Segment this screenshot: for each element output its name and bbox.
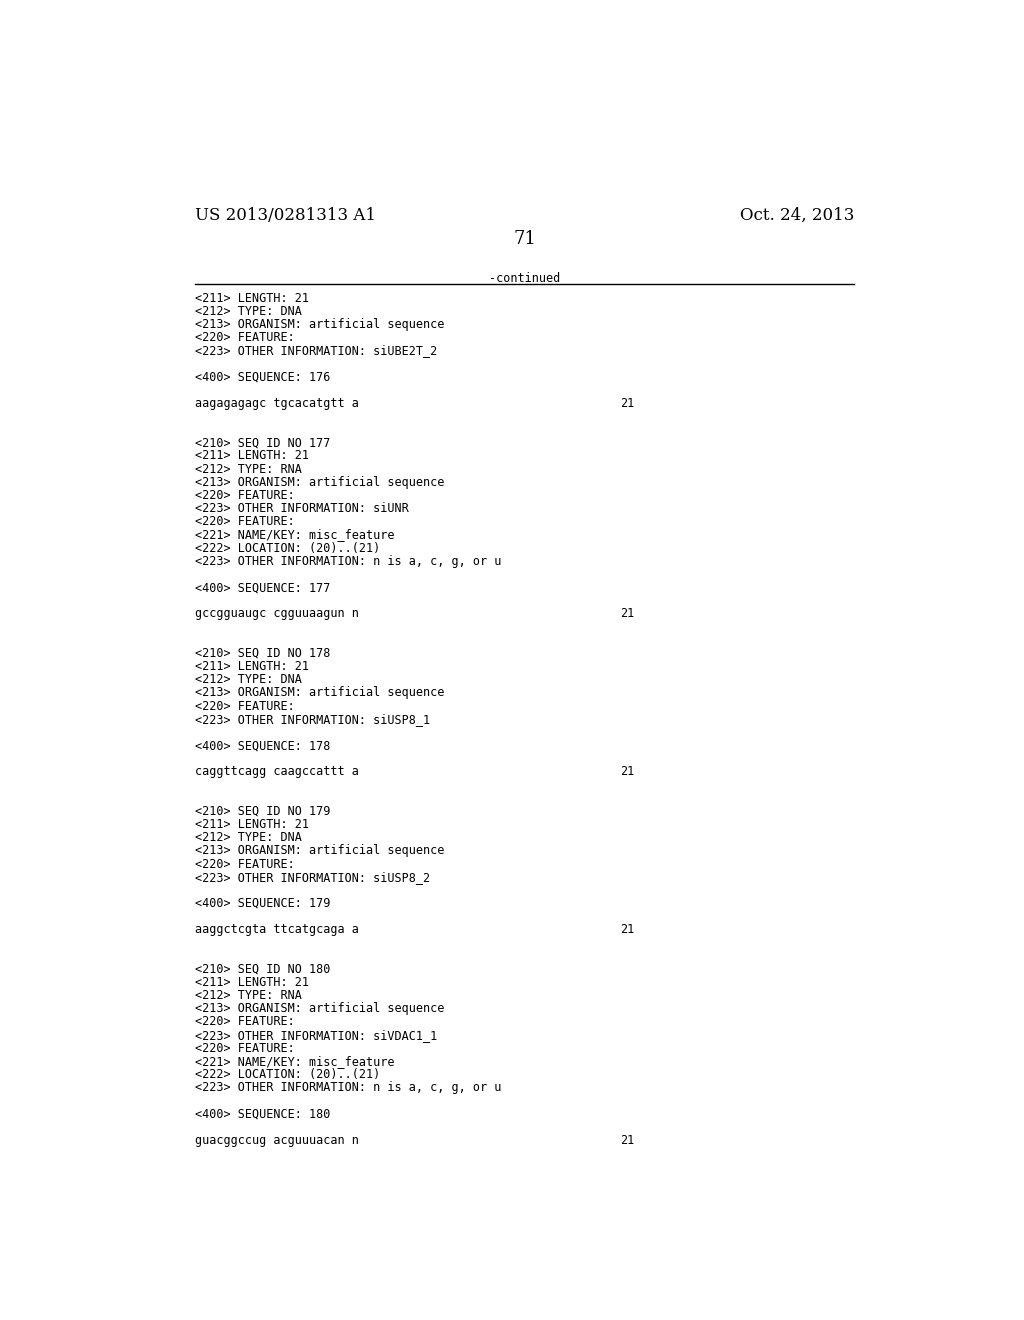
Text: <210> SEQ ID NO 180: <210> SEQ ID NO 180 [196, 962, 331, 975]
Text: <220> FEATURE:: <220> FEATURE: [196, 331, 295, 345]
Text: <400> SEQUENCE: 179: <400> SEQUENCE: 179 [196, 898, 331, 909]
Text: <223> OTHER INFORMATION: n is a, c, g, or u: <223> OTHER INFORMATION: n is a, c, g, o… [196, 1081, 502, 1094]
Text: <212> TYPE: RNA: <212> TYPE: RNA [196, 989, 302, 1002]
Text: aaggctcgta ttcatgcaga a: aaggctcgta ttcatgcaga a [196, 924, 359, 936]
Text: <222> LOCATION: (20)..(21): <222> LOCATION: (20)..(21) [196, 1068, 381, 1081]
Text: <213> ORGANISM: artificial sequence: <213> ORGANISM: artificial sequence [196, 845, 444, 858]
Text: <223> OTHER INFORMATION: siVDAC1_1: <223> OTHER INFORMATION: siVDAC1_1 [196, 1028, 437, 1041]
Text: gccgguaugc cgguuaagun n: gccgguaugc cgguuaagun n [196, 607, 359, 620]
Text: <211> LENGTH: 21: <211> LENGTH: 21 [196, 660, 309, 673]
Text: <210> SEQ ID NO 179: <210> SEQ ID NO 179 [196, 805, 331, 818]
Text: 21: 21 [620, 766, 634, 779]
Text: <213> ORGANISM: artificial sequence: <213> ORGANISM: artificial sequence [196, 686, 444, 700]
Text: <221> NAME/KEY: misc_feature: <221> NAME/KEY: misc_feature [196, 528, 395, 541]
Text: <223> OTHER INFORMATION: siUSP8_2: <223> OTHER INFORMATION: siUSP8_2 [196, 871, 430, 883]
Text: <223> OTHER INFORMATION: siUNR: <223> OTHER INFORMATION: siUNR [196, 502, 410, 515]
Text: guacggccug acguuuacan n: guacggccug acguuuacan n [196, 1134, 359, 1147]
Text: <223> OTHER INFORMATION: siUSP8_1: <223> OTHER INFORMATION: siUSP8_1 [196, 713, 430, 726]
Text: <223> OTHER INFORMATION: n is a, c, g, or u: <223> OTHER INFORMATION: n is a, c, g, o… [196, 554, 502, 568]
Text: <212> TYPE: DNA: <212> TYPE: DNA [196, 673, 302, 686]
Text: <400> SEQUENCE: 176: <400> SEQUENCE: 176 [196, 371, 331, 384]
Text: <211> LENGTH: 21: <211> LENGTH: 21 [196, 975, 309, 989]
Text: <210> SEQ ID NO 178: <210> SEQ ID NO 178 [196, 647, 331, 660]
Text: <220> FEATURE:: <220> FEATURE: [196, 515, 295, 528]
Text: -continued: -continued [489, 272, 560, 285]
Text: <211> LENGTH: 21: <211> LENGTH: 21 [196, 450, 309, 462]
Text: <213> ORGANISM: artificial sequence: <213> ORGANISM: artificial sequence [196, 318, 444, 331]
Text: <221> NAME/KEY: misc_feature: <221> NAME/KEY: misc_feature [196, 1055, 395, 1068]
Text: <400> SEQUENCE: 178: <400> SEQUENCE: 178 [196, 739, 331, 752]
Text: 71: 71 [513, 230, 537, 248]
Text: 21: 21 [620, 1134, 634, 1147]
Text: <213> ORGANISM: artificial sequence: <213> ORGANISM: artificial sequence [196, 1002, 444, 1015]
Text: aagagagagc tgcacatgtt a: aagagagagc tgcacatgtt a [196, 397, 359, 409]
Text: US 2013/0281313 A1: US 2013/0281313 A1 [196, 207, 377, 224]
Text: <400> SEQUENCE: 177: <400> SEQUENCE: 177 [196, 581, 331, 594]
Text: caggttcagg caagccattt a: caggttcagg caagccattt a [196, 766, 359, 779]
Text: <220> FEATURE:: <220> FEATURE: [196, 488, 295, 502]
Text: 21: 21 [620, 607, 634, 620]
Text: <223> OTHER INFORMATION: siUBE2T_2: <223> OTHER INFORMATION: siUBE2T_2 [196, 345, 437, 358]
Text: <212> TYPE: RNA: <212> TYPE: RNA [196, 462, 302, 475]
Text: <211> LENGTH: 21: <211> LENGTH: 21 [196, 292, 309, 305]
Text: <220> FEATURE:: <220> FEATURE: [196, 1041, 295, 1055]
Text: <400> SEQUENCE: 180: <400> SEQUENCE: 180 [196, 1107, 331, 1121]
Text: <212> TYPE: DNA: <212> TYPE: DNA [196, 832, 302, 845]
Text: <213> ORGANISM: artificial sequence: <213> ORGANISM: artificial sequence [196, 475, 444, 488]
Text: Oct. 24, 2013: Oct. 24, 2013 [739, 207, 854, 224]
Text: 21: 21 [620, 924, 634, 936]
Text: <220> FEATURE:: <220> FEATURE: [196, 858, 295, 870]
Text: <211> LENGTH: 21: <211> LENGTH: 21 [196, 818, 309, 832]
Text: 21: 21 [620, 397, 634, 409]
Text: <220> FEATURE:: <220> FEATURE: [196, 700, 295, 713]
Text: <210> SEQ ID NO 177: <210> SEQ ID NO 177 [196, 437, 331, 449]
Text: <220> FEATURE:: <220> FEATURE: [196, 1015, 295, 1028]
Text: <222> LOCATION: (20)..(21): <222> LOCATION: (20)..(21) [196, 541, 381, 554]
Text: <212> TYPE: DNA: <212> TYPE: DNA [196, 305, 302, 318]
